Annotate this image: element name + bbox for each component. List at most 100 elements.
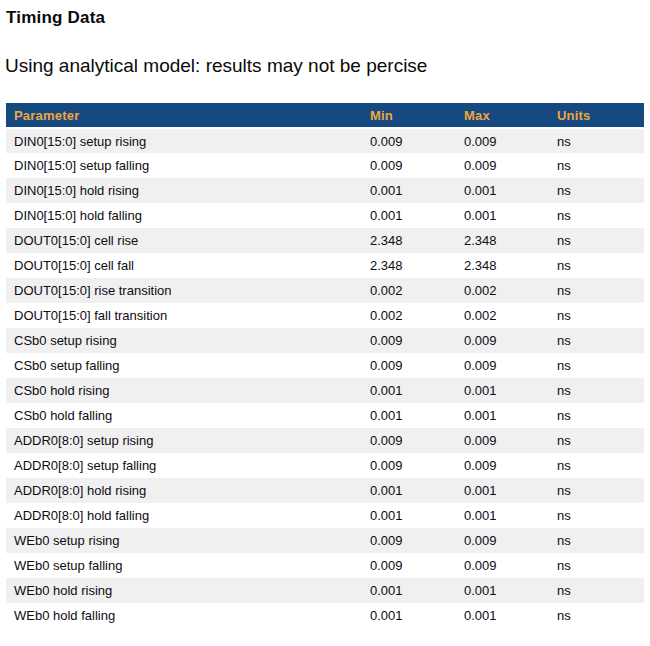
table-row: CSb0 hold falling0.0010.001ns: [6, 403, 644, 428]
cell-min: 0.009: [362, 453, 456, 478]
table-row: ADDR0[8:0] hold falling0.0010.001ns: [6, 503, 644, 528]
table-row: CSb0 setup rising0.0090.009ns: [6, 328, 644, 353]
cell-max: 0.009: [456, 353, 549, 378]
cell-min: 0.001: [362, 503, 456, 528]
cell-units: ns: [549, 503, 644, 528]
cell-min: 0.002: [362, 278, 456, 303]
cell-units: ns: [549, 253, 644, 278]
cell-units: ns: [549, 303, 644, 328]
page-subtitle: Using analytical model: results may not …: [5, 55, 650, 77]
cell-units: ns: [549, 203, 644, 228]
cell-parameter: CSb0 setup rising: [6, 328, 362, 353]
cell-parameter: DOUT0[15:0] fall transition: [6, 303, 362, 328]
cell-parameter: WEb0 setup falling: [6, 553, 362, 578]
cell-min: 0.009: [362, 428, 456, 453]
cell-max: 0.001: [456, 503, 549, 528]
table-row: DIN0[15:0] setup rising0.0090.009ns: [6, 128, 644, 153]
table-header-row: Parameter Min Max Units: [6, 103, 644, 128]
cell-min: 2.348: [362, 253, 456, 278]
cell-units: ns: [549, 528, 644, 553]
cell-min: 0.001: [362, 178, 456, 203]
cell-units: ns: [549, 153, 644, 178]
cell-max: 0.009: [456, 528, 549, 553]
page-title: Timing Data: [6, 8, 650, 28]
table-row: DOUT0[15:0] cell fall2.3482.348ns: [6, 253, 644, 278]
cell-max: 0.001: [456, 478, 549, 503]
cell-units: ns: [549, 278, 644, 303]
cell-max: 0.009: [456, 128, 549, 153]
table-row: DOUT0[15:0] rise transition0.0020.002ns: [6, 278, 644, 303]
cell-max: 0.001: [456, 203, 549, 228]
cell-max: 0.002: [456, 303, 549, 328]
cell-parameter: ADDR0[8:0] setup rising: [6, 428, 362, 453]
cell-min: 2.348: [362, 228, 456, 253]
cell-min: 0.009: [362, 353, 456, 378]
cell-min: 0.009: [362, 153, 456, 178]
cell-max: 0.009: [456, 428, 549, 453]
table-row: WEb0 setup rising0.0090.009ns: [6, 528, 644, 553]
cell-max: 0.002: [456, 278, 549, 303]
cell-units: ns: [549, 553, 644, 578]
cell-parameter: DIN0[15:0] hold rising: [6, 178, 362, 203]
cell-min: 0.001: [362, 378, 456, 403]
table-row: DIN0[15:0] hold falling0.0010.001ns: [6, 203, 644, 228]
table-row: CSb0 hold rising0.0010.001ns: [6, 378, 644, 403]
cell-parameter: DOUT0[15:0] cell fall: [6, 253, 362, 278]
column-header-units: Units: [549, 103, 644, 128]
cell-units: ns: [549, 178, 644, 203]
cell-units: ns: [549, 128, 644, 153]
cell-max: 0.001: [456, 378, 549, 403]
cell-units: ns: [549, 428, 644, 453]
cell-units: ns: [549, 328, 644, 353]
table-row: ADDR0[8:0] setup rising0.0090.009ns: [6, 428, 644, 453]
cell-parameter: DIN0[15:0] setup rising: [6, 128, 362, 153]
cell-min: 0.002: [362, 303, 456, 328]
cell-parameter: DIN0[15:0] hold falling: [6, 203, 362, 228]
cell-min: 0.009: [362, 328, 456, 353]
cell-parameter: DIN0[15:0] setup falling: [6, 153, 362, 178]
table-row: ADDR0[8:0] setup falling0.0090.009ns: [6, 453, 644, 478]
cell-parameter: WEb0 setup rising: [6, 528, 362, 553]
cell-min: 0.001: [362, 578, 456, 603]
cell-min: 0.001: [362, 403, 456, 428]
timing-data-table: Parameter Min Max Units DIN0[15:0] setup…: [6, 103, 644, 628]
cell-max: 0.001: [456, 603, 549, 628]
cell-max: 0.009: [456, 553, 549, 578]
cell-parameter: WEb0 hold rising: [6, 578, 362, 603]
cell-parameter: ADDR0[8:0] setup falling: [6, 453, 362, 478]
table-row: CSb0 setup falling0.0090.009ns: [6, 353, 644, 378]
cell-max: 0.001: [456, 403, 549, 428]
cell-units: ns: [549, 403, 644, 428]
cell-max: 2.348: [456, 253, 549, 278]
cell-units: ns: [549, 453, 644, 478]
table-body: DIN0[15:0] setup rising0.0090.009nsDIN0[…: [6, 128, 644, 628]
column-header-max: Max: [456, 103, 549, 128]
cell-units: ns: [549, 478, 644, 503]
table-row: DOUT0[15:0] cell rise2.3482.348ns: [6, 228, 644, 253]
cell-min: 0.009: [362, 553, 456, 578]
cell-min: 0.009: [362, 128, 456, 153]
cell-parameter: WEb0 hold falling: [6, 603, 362, 628]
table-row: WEb0 setup falling0.0090.009ns: [6, 553, 644, 578]
table-row: DOUT0[15:0] fall transition0.0020.002ns: [6, 303, 644, 328]
cell-parameter: CSb0 hold falling: [6, 403, 362, 428]
table-row: ADDR0[8:0] hold rising0.0010.001ns: [6, 478, 644, 503]
table-row: WEb0 hold falling0.0010.001ns: [6, 603, 644, 628]
cell-min: 0.009: [362, 528, 456, 553]
table-row: DIN0[15:0] hold rising0.0010.001ns: [6, 178, 644, 203]
cell-parameter: CSb0 hold rising: [6, 378, 362, 403]
cell-parameter: ADDR0[8:0] hold falling: [6, 503, 362, 528]
cell-units: ns: [549, 353, 644, 378]
cell-min: 0.001: [362, 603, 456, 628]
cell-units: ns: [549, 228, 644, 253]
cell-parameter: CSb0 setup falling: [6, 353, 362, 378]
cell-min: 0.001: [362, 203, 456, 228]
column-header-parameter: Parameter: [6, 103, 362, 128]
cell-max: 0.001: [456, 578, 549, 603]
table-row: DIN0[15:0] setup falling0.0090.009ns: [6, 153, 644, 178]
cell-max: 0.009: [456, 153, 549, 178]
cell-min: 0.001: [362, 478, 456, 503]
cell-parameter: DOUT0[15:0] rise transition: [6, 278, 362, 303]
cell-max: 0.001: [456, 178, 549, 203]
cell-units: ns: [549, 378, 644, 403]
